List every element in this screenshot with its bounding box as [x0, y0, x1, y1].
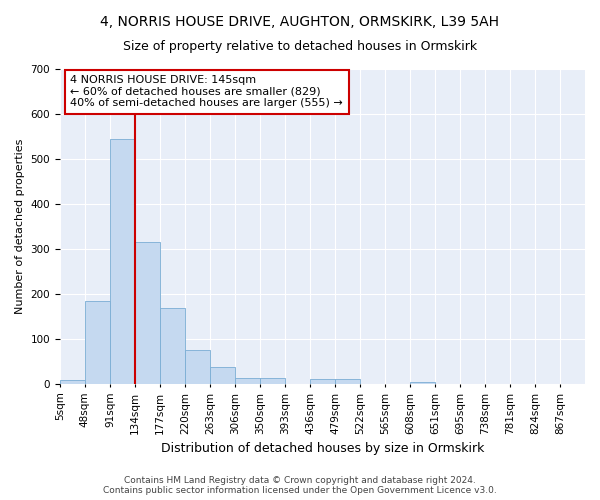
Bar [160, 308, 185, 384]
Bar [60, 380, 85, 384]
Bar [135, 242, 160, 384]
Text: 4 NORRIS HOUSE DRIVE: 145sqm
← 60% of detached houses are smaller (829)
40% of s: 4 NORRIS HOUSE DRIVE: 145sqm ← 60% of de… [70, 76, 343, 108]
Bar [335, 380, 360, 384]
Text: Contains HM Land Registry data © Crown copyright and database right 2024.
Contai: Contains HM Land Registry data © Crown c… [103, 476, 497, 495]
X-axis label: Distribution of detached houses by size in Ormskirk: Distribution of detached houses by size … [161, 442, 484, 455]
Text: Size of property relative to detached houses in Ormskirk: Size of property relative to detached ho… [123, 40, 477, 53]
Bar [235, 378, 260, 384]
Bar [110, 138, 135, 384]
Bar [260, 378, 285, 384]
Bar [210, 367, 235, 384]
Bar [410, 382, 435, 384]
Bar [185, 350, 210, 384]
Text: 4, NORRIS HOUSE DRIVE, AUGHTON, ORMSKIRK, L39 5AH: 4, NORRIS HOUSE DRIVE, AUGHTON, ORMSKIRK… [101, 15, 499, 29]
Bar [85, 300, 110, 384]
Y-axis label: Number of detached properties: Number of detached properties [15, 139, 25, 314]
Bar [310, 380, 335, 384]
